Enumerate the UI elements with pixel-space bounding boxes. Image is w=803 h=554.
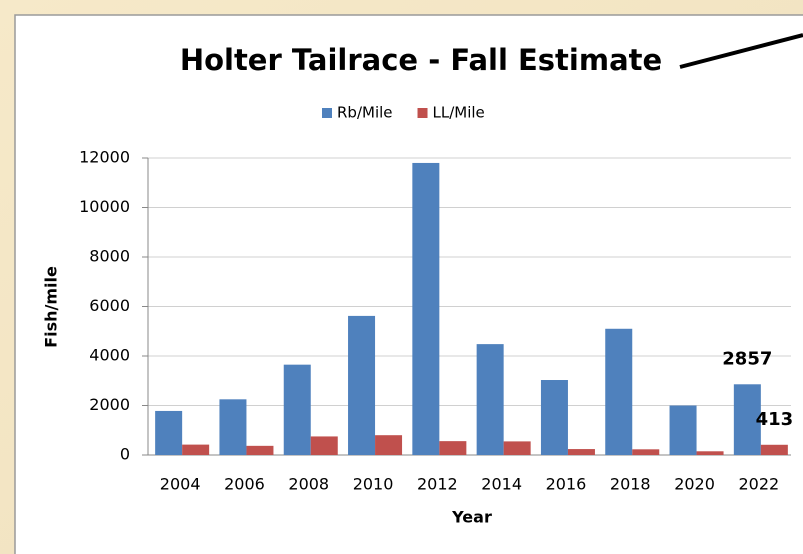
bar <box>760 444 788 455</box>
x-tick-label: 2016 <box>546 475 587 494</box>
x-tick-label: 2010 <box>353 475 394 494</box>
bar <box>733 384 761 455</box>
x-tick-label: 2014 <box>481 475 522 494</box>
bar <box>246 445 274 455</box>
bar <box>310 436 338 455</box>
y-tick-label: 0 <box>120 445 130 464</box>
bar <box>283 364 311 455</box>
bar <box>567 449 595 455</box>
y-tick-label: 2000 <box>89 395 130 414</box>
bar <box>375 435 403 455</box>
bar <box>540 380 568 455</box>
x-tick-label: 2018 <box>610 475 651 494</box>
bar <box>632 449 660 455</box>
legend-swatch <box>322 108 332 118</box>
y-tick-label: 8000 <box>89 247 130 266</box>
legend-swatch <box>417 108 428 118</box>
bar <box>155 410 183 455</box>
chart-title: Holter Tailrace - Fall Estimate <box>180 43 662 77</box>
x-tick-label: 2020 <box>674 475 715 494</box>
y-tick-label: 12000 <box>79 148 130 167</box>
y-tick-label: 6000 <box>89 296 130 315</box>
bar <box>476 344 504 455</box>
x-tick-label: 2022 <box>738 475 779 494</box>
chart-panel <box>14 14 803 554</box>
legend-label: LL/Mile <box>433 104 485 122</box>
bar <box>669 405 697 455</box>
bar <box>348 315 376 455</box>
bar <box>503 441 531 455</box>
data-label: 413 <box>756 409 794 430</box>
y-tick-label: 10000 <box>79 197 130 216</box>
legend-label: Rb/Mile <box>337 104 393 122</box>
bar <box>182 444 210 455</box>
x-tick-label: 2008 <box>288 475 329 494</box>
y-tick-label: 4000 <box>89 346 130 365</box>
x-tick-label: 2006 <box>224 475 265 494</box>
bar <box>696 451 724 455</box>
x-tick-label: 2004 <box>160 475 201 494</box>
y-axis-label: Fish/mile <box>42 266 61 348</box>
x-tick-label: 2012 <box>417 475 458 494</box>
bar <box>219 399 247 455</box>
bar <box>605 328 633 455</box>
annotation-arrow <box>679 33 803 69</box>
data-label: 2857 <box>722 348 772 369</box>
bar <box>439 441 467 455</box>
x-axis-label: Year <box>451 508 492 527</box>
bar <box>412 162 440 455</box>
